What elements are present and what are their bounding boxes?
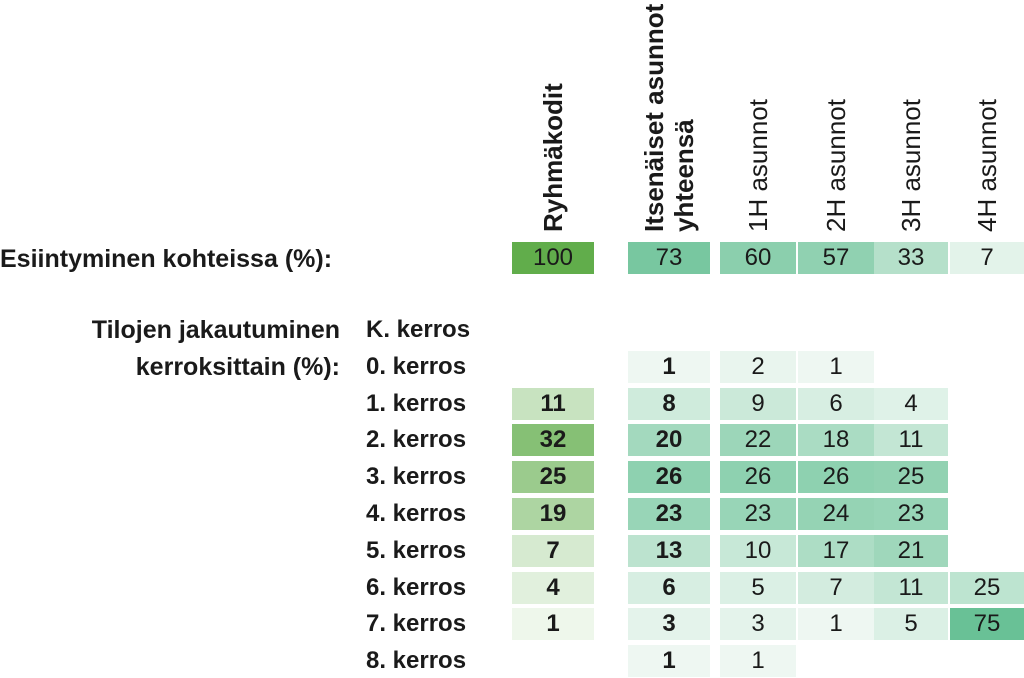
table-cell: 1	[720, 645, 796, 678]
table-cell: 3	[720, 608, 796, 641]
table-cell: 8	[628, 387, 710, 420]
table-cell: 4	[512, 571, 594, 604]
occurrence-cell: 60	[720, 242, 796, 274]
table-cell: 4	[874, 387, 948, 420]
table-cell: 2	[720, 350, 796, 383]
column-header-3: 1H asunnot	[743, 99, 773, 232]
row-label: 0. kerros	[366, 352, 467, 380]
table-cell: 13	[628, 534, 710, 567]
table-cell: 11	[512, 387, 594, 420]
table-cell: 18	[798, 424, 874, 457]
occurrence-cell: 7	[950, 242, 1024, 274]
table-cell: 32	[512, 424, 594, 457]
table-cell: 23	[874, 498, 948, 530]
row-label: 3. kerros	[366, 463, 467, 491]
column-header-2: yhteensä	[669, 119, 699, 232]
row-label: 2. kerros	[366, 426, 467, 454]
row-label: 1. kerros	[366, 389, 467, 417]
table-cell: 6	[628, 571, 710, 604]
occurrence-cell: 73	[628, 242, 710, 274]
row-label: 7. kerros	[366, 610, 467, 638]
table-cell: 5	[874, 608, 948, 641]
occurrence-cell: 100	[512, 242, 594, 274]
distribution-label: Tilojen jakautuminen	[91, 316, 340, 344]
table-cell: 23	[628, 498, 710, 530]
table-cell: 3	[628, 608, 710, 641]
occurrence-cell: 57	[798, 242, 874, 274]
column-header-1: Ryhmäkodit	[538, 83, 568, 232]
table-cell: 22	[720, 424, 796, 457]
row-label: 8. kerros	[366, 647, 467, 675]
table-cell: 19	[512, 498, 594, 530]
column-header-5: 3H asunnot	[896, 99, 926, 232]
occurrence-label: Esiintyminen kohteissa (%):	[0, 245, 333, 273]
table-cell: 17	[798, 534, 874, 567]
row-label: 6. kerros	[366, 573, 467, 601]
table-cell: 24	[798, 498, 874, 530]
table-cell: 10	[720, 534, 796, 567]
table-cell: 11	[874, 571, 948, 604]
table-cell: 6	[798, 387, 874, 420]
row-label: K. kerros	[366, 316, 471, 343]
table-cell: 21	[874, 534, 948, 567]
row-label: 4. kerros	[366, 500, 467, 527]
table-cell: 20	[628, 424, 710, 457]
column-header-6: 4H asunnot	[972, 99, 1002, 232]
row-label: 5. kerros	[366, 536, 467, 564]
table-cell: 7	[512, 534, 594, 567]
table-cell: 1	[798, 608, 874, 641]
column-header-4: 2H asunnot	[821, 99, 851, 232]
table-cell: 25	[874, 461, 948, 494]
table-cell: 25	[950, 571, 1024, 604]
table-cell: 11	[874, 424, 948, 457]
distribution-label: kerroksittain (%):	[135, 352, 340, 381]
occurrence-cell: 33	[874, 242, 948, 274]
table-cell: 7	[798, 571, 874, 604]
table-cell: 26	[798, 461, 874, 494]
table-cell: 1	[628, 350, 710, 383]
column-header-2: Itsenäiset asunnot	[639, 3, 669, 232]
table-cell: 25	[512, 461, 594, 494]
table-cell: 1	[798, 350, 874, 383]
table-cell: 1	[628, 645, 710, 678]
table-cell: 9	[720, 387, 796, 420]
table-cell: 23	[720, 498, 796, 530]
table-cell: 75	[950, 608, 1024, 641]
table-cell: 26	[628, 461, 710, 494]
table-cell: 1	[512, 608, 594, 641]
table-cell: 26	[720, 461, 796, 494]
table-cell: 5	[720, 571, 796, 604]
